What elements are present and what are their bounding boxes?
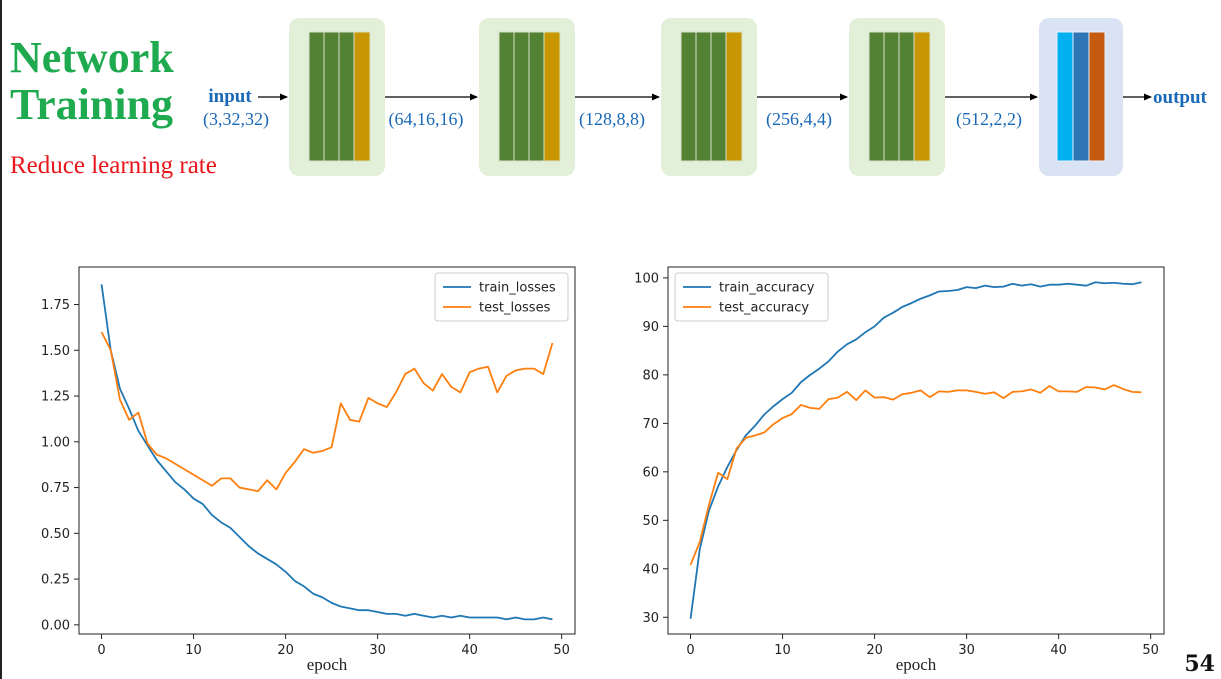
x-tick-label: 20 xyxy=(866,643,883,658)
input-label: input xyxy=(208,86,252,107)
series-line-test_losses xyxy=(100,331,554,493)
loss-chart: 0 10 20 30 40 50 0.00 0.25 0.50 0.75 1.00 1.25 1.50 1… xyxy=(41,266,576,674)
conv-layer xyxy=(513,31,530,162)
legend: train_losses test_losses xyxy=(434,272,569,322)
conv-block-4 xyxy=(849,18,945,176)
conv-layer xyxy=(680,31,697,162)
pool-layer xyxy=(913,31,931,162)
shape-label: (3,32,32) xyxy=(203,109,269,130)
shape-label: (512,2,2) xyxy=(956,109,1022,130)
series-line-train_accuracy xyxy=(689,281,1142,619)
shape-label: (256,4,4) xyxy=(766,109,832,130)
conv-layer xyxy=(883,31,900,162)
legend-label: train_accuracy xyxy=(719,281,815,296)
fc-layer-2 xyxy=(1072,31,1090,162)
conv-layer xyxy=(498,31,515,162)
y-tick-label: 100 xyxy=(634,271,659,286)
shape-labels: (3,32,32) (64,16,16) (128,8,8) (256,4,4) (51… xyxy=(203,109,1022,130)
x-tick-label: 50 xyxy=(553,643,570,658)
fc-block xyxy=(1039,18,1123,176)
conv-block-3 xyxy=(661,18,757,176)
plot-frame xyxy=(667,266,1165,635)
slide-title: Network Training xyxy=(10,34,174,128)
y-tick-label: 90 xyxy=(642,320,659,335)
x-tick-label: 0 xyxy=(686,643,694,658)
y-tick-label: 30 xyxy=(642,611,659,626)
conv-layer xyxy=(323,31,340,162)
y-tick-label: 40 xyxy=(642,562,659,577)
output-label: output xyxy=(1153,87,1208,108)
y-tick-label: 50 xyxy=(642,514,659,529)
x-tick-label: 10 xyxy=(185,643,202,658)
conv-layer xyxy=(710,31,727,162)
pool-layer xyxy=(353,31,371,162)
x-axis-label: epoch xyxy=(307,655,348,674)
conv-layer xyxy=(338,31,355,162)
conv-layer xyxy=(898,31,915,162)
pool-layer xyxy=(543,31,561,162)
series-line-test_accuracy xyxy=(689,384,1142,566)
conv-block-2 xyxy=(479,18,575,176)
x-tick-label: 20 xyxy=(277,643,294,658)
y-tick-label: 1.25 xyxy=(41,390,70,405)
y-tick-label: 60 xyxy=(642,465,659,480)
series-line-train_losses xyxy=(100,284,553,621)
x-axis-label: epoch xyxy=(896,655,937,674)
legend-label: train_losses xyxy=(479,281,556,296)
x-tick-label: 30 xyxy=(369,643,386,658)
network-diagram: input output (3,32,32) (64,16,16) (128,8,8… xyxy=(203,18,1208,176)
network-blocks xyxy=(289,18,1123,176)
y-tick-label: 0.25 xyxy=(41,573,70,588)
shape-label: (128,8,8) xyxy=(579,109,645,130)
y-tick-label: 0.00 xyxy=(41,618,70,633)
conv-layer xyxy=(528,31,545,162)
plot-frame xyxy=(78,266,576,635)
x-tick-label: 10 xyxy=(774,643,791,658)
x-tick-label: 30 xyxy=(958,643,975,658)
slide-subtitle: Reduce learning rate xyxy=(10,152,217,179)
y-tick-label: 1.00 xyxy=(41,435,70,450)
legend-box xyxy=(434,272,569,322)
legend-label: test_accuracy xyxy=(719,301,809,316)
conv-layer xyxy=(868,31,885,162)
y-tick-label: 70 xyxy=(642,417,659,432)
slide-title-line-1: Network xyxy=(10,33,174,82)
y-tick-label: 1.50 xyxy=(41,344,70,359)
slide-title-line-2: Training xyxy=(10,80,174,129)
conv-layer xyxy=(308,31,325,162)
left-border-rule xyxy=(0,0,2,679)
x-tick-label: 0 xyxy=(97,643,105,658)
shape-label: (64,16,16) xyxy=(389,109,464,130)
y-tick-label: 0.75 xyxy=(41,481,70,496)
conv-block-1 xyxy=(289,18,385,176)
y-tick-label: 1.75 xyxy=(41,298,70,313)
legend-label: test_losses xyxy=(479,301,551,316)
x-tick-label: 40 xyxy=(461,643,478,658)
conv-layer xyxy=(695,31,712,162)
page-number: 54 xyxy=(1184,651,1215,677)
pool-layer xyxy=(725,31,743,162)
y-tick-label: 0.50 xyxy=(41,527,70,542)
fc-layer-1 xyxy=(1056,31,1074,162)
x-tick-label: 40 xyxy=(1050,643,1067,658)
y-tick-label: 80 xyxy=(642,368,659,383)
legend: train_accuracy test_accuracy xyxy=(674,272,829,322)
fc-layer-3 xyxy=(1088,31,1106,162)
x-tick-label: 50 xyxy=(1142,643,1159,658)
accuracy-chart: 0 10 20 30 40 50 30 40 50 60 70 80 90 100 epoch train_a… xyxy=(634,266,1165,674)
legend-box xyxy=(674,272,829,322)
